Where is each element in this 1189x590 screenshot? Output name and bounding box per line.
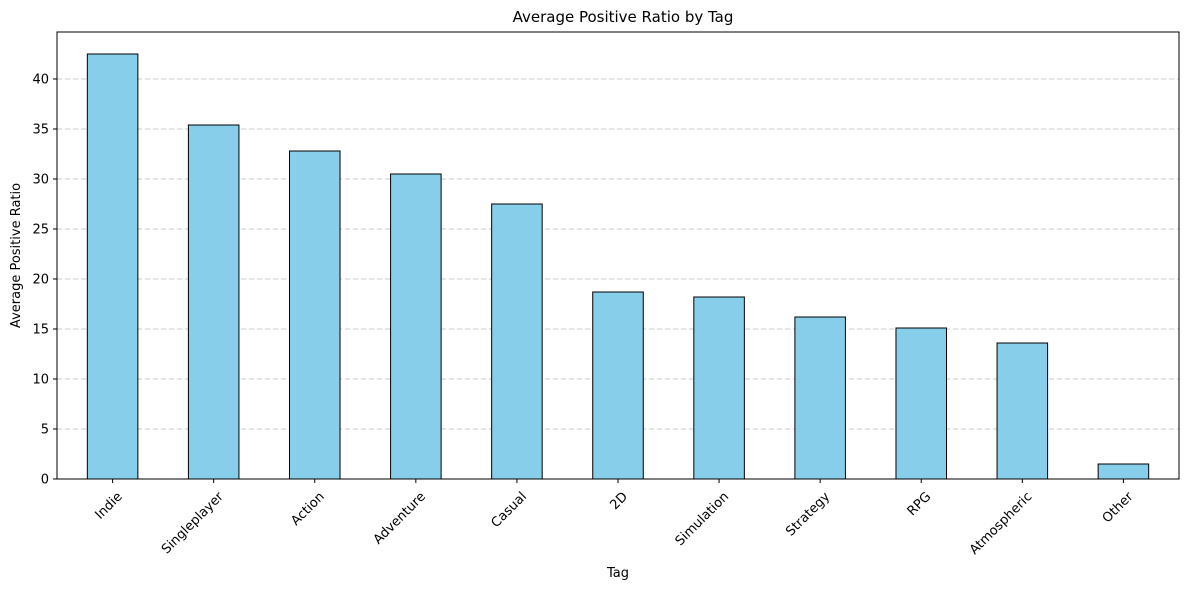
x-axis-label: Tag xyxy=(606,566,629,581)
y-tick-label: 20 xyxy=(32,273,49,288)
y-tick-label: 35 xyxy=(32,123,49,138)
bar xyxy=(491,203,543,480)
bar xyxy=(1097,463,1150,480)
bar xyxy=(794,316,846,480)
x-tick-label: RPG xyxy=(905,489,935,519)
y-tick-label: 40 xyxy=(32,73,49,88)
bar xyxy=(86,53,139,480)
x-tick-label: Indie xyxy=(92,489,125,522)
y-axis-label: Average Positive Ratio xyxy=(9,183,24,328)
bar xyxy=(187,124,240,480)
x-tick-label: Adventure xyxy=(371,489,429,547)
bar xyxy=(288,150,341,480)
y-tick-label: 15 xyxy=(32,323,49,338)
x-tick-label: Strategy xyxy=(783,489,833,539)
y-axis: 0 5 10 15 20 25 30 35 40 xyxy=(32,73,57,488)
y-tick-label: 30 xyxy=(32,173,49,188)
bar xyxy=(996,342,1049,480)
bar xyxy=(390,173,442,480)
x-axis: Indie Singleplayer Action Adventure Casual 2D… xyxy=(92,479,1137,558)
y-tick-label: 0 xyxy=(41,473,49,488)
y-tick-label: 10 xyxy=(32,373,49,388)
y-tick-label: 5 xyxy=(41,423,49,438)
bar xyxy=(895,327,948,480)
y-tick-label: 25 xyxy=(32,223,49,238)
x-tick-label: Action xyxy=(288,489,327,528)
x-tick-label: Atmospheric xyxy=(967,489,1035,557)
x-tick-label: Casual xyxy=(489,489,530,530)
x-tick-label: Singleplayer xyxy=(159,489,227,557)
x-tick-label: 2D xyxy=(608,489,632,513)
bar xyxy=(693,296,745,480)
bar xyxy=(592,291,644,480)
chart-title: Average Positive Ratio by Tag xyxy=(513,8,734,26)
x-tick-label: Other xyxy=(1100,489,1137,526)
x-tick-label: Simulation xyxy=(673,489,733,549)
bars xyxy=(86,53,1150,480)
plot-frame xyxy=(56,31,1180,480)
